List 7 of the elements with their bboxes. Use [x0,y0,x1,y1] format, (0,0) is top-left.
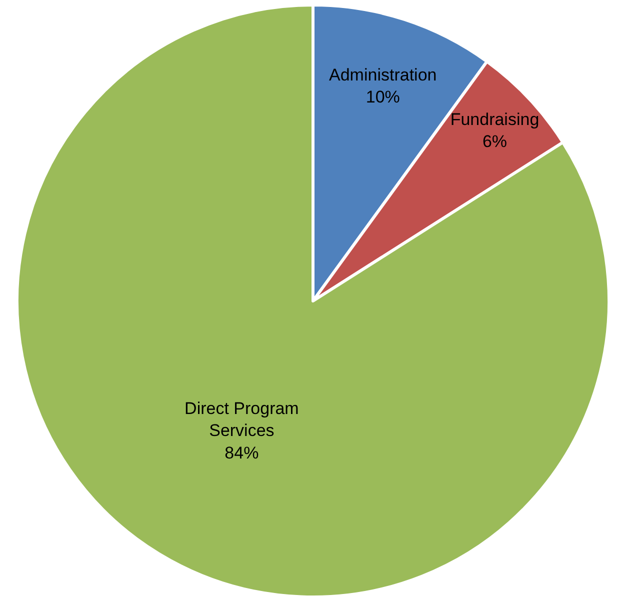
slice-label: Administration [329,65,437,84]
data-label: 10% [366,87,400,106]
data-label: 84% [224,443,259,462]
slice-label: Direct Program Services [184,399,299,440]
slice-label: Fundraising [450,110,540,129]
pie-slice [16,4,610,598]
data-label: 6% [482,132,508,151]
